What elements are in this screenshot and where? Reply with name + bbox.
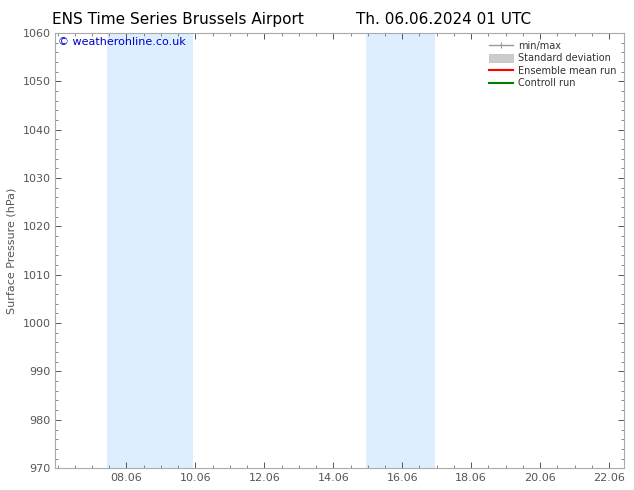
Text: ENS Time Series Brussels Airport: ENS Time Series Brussels Airport: [51, 12, 304, 27]
Y-axis label: Surface Pressure (hPa): Surface Pressure (hPa): [7, 187, 17, 314]
Bar: [107, 33, 193, 468]
Text: © weatheronline.co.uk: © weatheronline.co.uk: [58, 37, 186, 48]
Bar: [366, 33, 435, 468]
Legend: min/max, Standard deviation, Ensemble mean run, Controll run: min/max, Standard deviation, Ensemble me…: [486, 38, 619, 91]
Text: Th. 06.06.2024 01 UTC: Th. 06.06.2024 01 UTC: [356, 12, 531, 27]
